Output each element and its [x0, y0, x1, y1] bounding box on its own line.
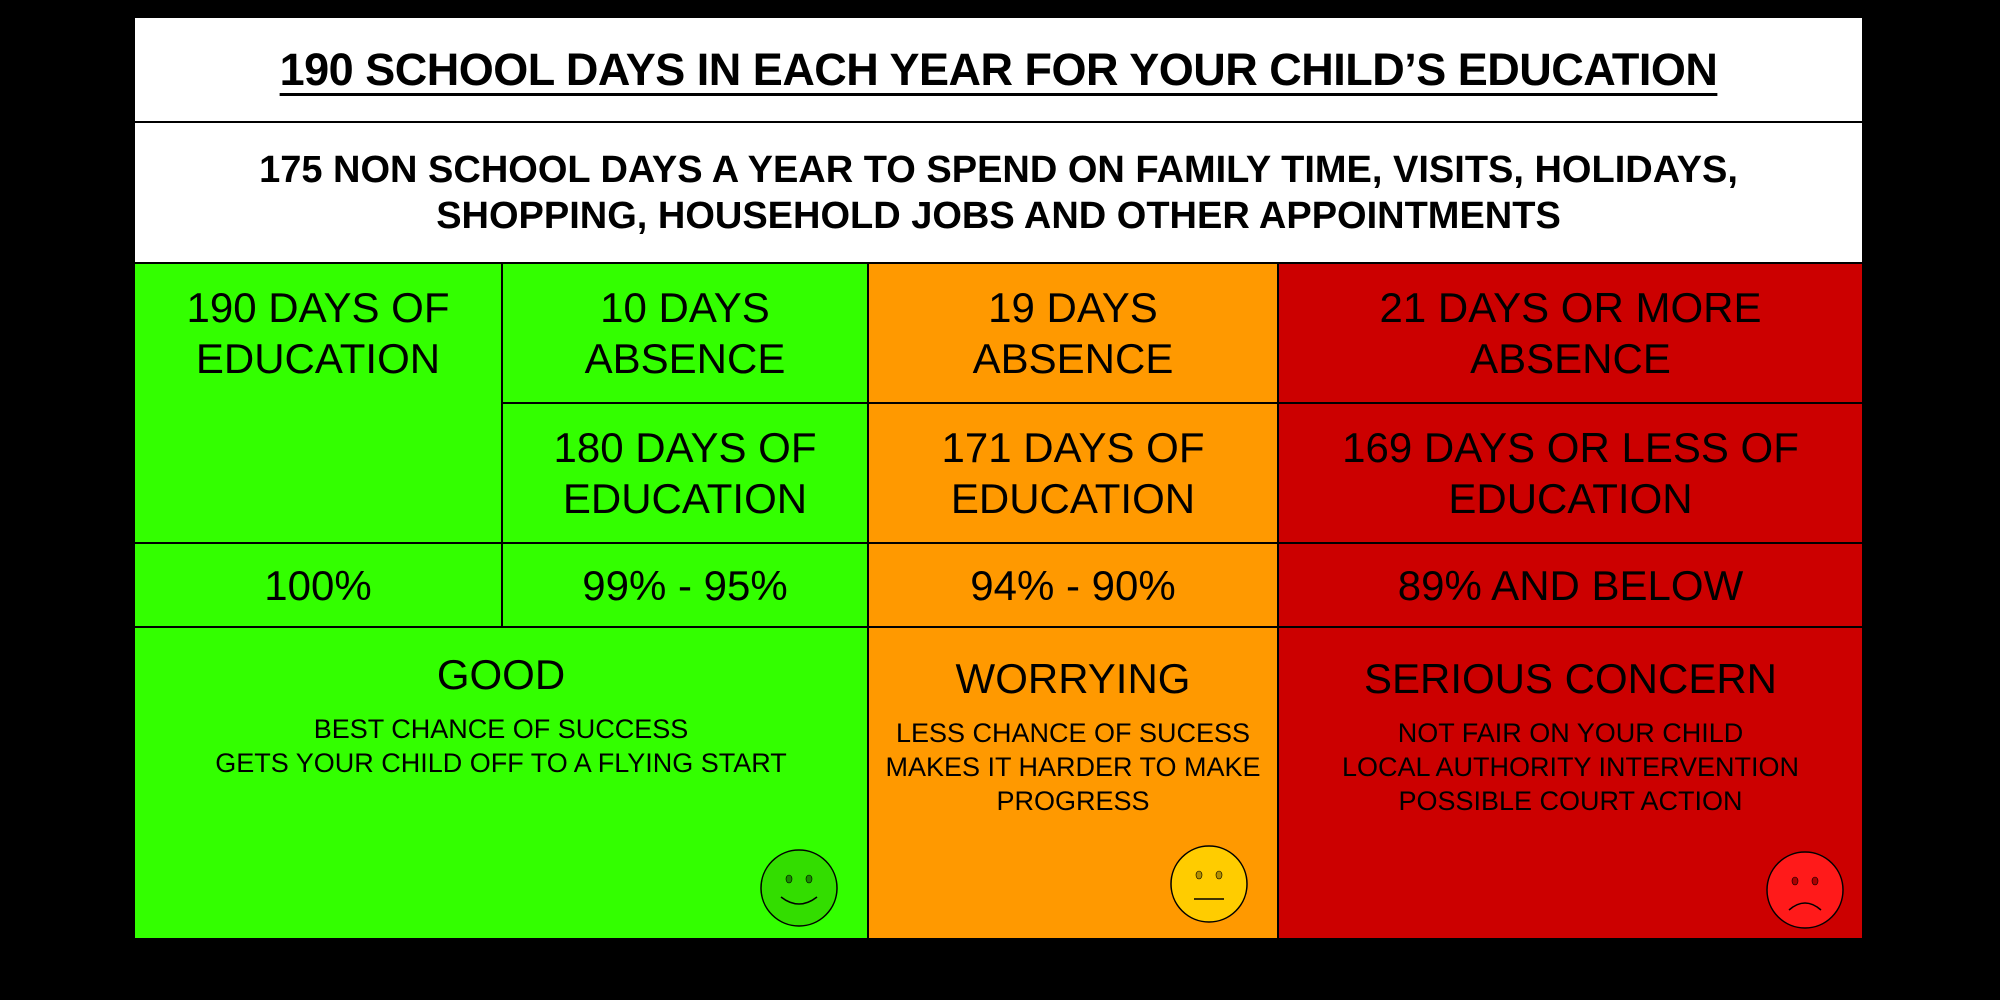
status-worrying-line: PROGRESS: [996, 786, 1150, 816]
one-eighty-days-label: 180 DAYS OF EDUCATION: [553, 424, 817, 522]
percent-label-94-90: 94% - 90%: [970, 561, 1176, 609]
ten-days-absence-label: 10 DAYS ABSENCE: [584, 284, 786, 382]
page-title: 190 SCHOOL DAYS IN EACH YEAR FOR YOUR CH…: [279, 43, 1718, 95]
happy-face-icon: [760, 849, 838, 927]
status-good-line: BEST CHANCE OF SUCCESS: [313, 714, 689, 744]
status-serious-description: NOT FAIR ON YOUR CHILD LOCAL AUTHORITY I…: [1279, 716, 1862, 818]
subtitle-banner: 175 NON SCHOOL DAYS A YEAR TO SPEND ON F…: [135, 123, 1862, 264]
status-good-heading: GOOD: [436, 651, 566, 698]
neutral-face-icon: [1170, 845, 1248, 923]
one-sixty-nine-days-cell: 169 DAYS OR LESS OF EDUCATION: [1279, 404, 1862, 544]
status-good-line: GETS YOUR CHILD OFF TO A FLYING START: [215, 748, 787, 778]
one-seventy-one-days-label: 171 DAYS OF EDUCATION: [941, 424, 1205, 522]
page-subtitle: 175 NON SCHOOL DAYS A YEAR TO SPEND ON F…: [259, 148, 1738, 237]
status-serious-line: NOT FAIR ON YOUR CHILD: [1397, 718, 1744, 748]
status-serious-line: POSSIBLE COURT ACTION: [1398, 786, 1743, 816]
twenty-one-days-absence-cell: 21 DAYS OR MORE ABSENCE: [1279, 264, 1862, 404]
status-good-description: BEST CHANCE OF SUCCESS GETS YOUR CHILD O…: [135, 712, 867, 780]
status-serious-panel: SERIOUS CONCERN NOT FAIR ON YOUR CHILD L…: [1279, 628, 1862, 938]
sad-face-icon: [1766, 851, 1844, 929]
status-serious-heading: SERIOUS CONCERN: [1363, 655, 1778, 702]
full-attendance-days-cell: 190 DAYS OF EDUCATION: [135, 264, 503, 544]
percent-cell-99-95: 99% - 95%: [503, 544, 869, 628]
one-seventy-one-days-cell: 171 DAYS OF EDUCATION: [869, 404, 1279, 544]
nineteen-days-absence-label: 19 DAYS ABSENCE: [972, 284, 1174, 382]
twenty-one-days-absence-label: 21 DAYS OR MORE ABSENCE: [1379, 284, 1762, 382]
nineteen-days-absence-cell: 19 DAYS ABSENCE: [869, 264, 1279, 404]
status-worrying-panel: WORRYING LESS CHANCE OF SUCESS MAKES IT …: [869, 628, 1279, 938]
full-attendance-days-label: 190 DAYS OF EDUCATION: [186, 284, 450, 382]
percent-cell-94-90: 94% - 90%: [869, 544, 1279, 628]
percent-label-99-95: 99% - 95%: [582, 561, 788, 609]
ten-days-absence-cell: 10 DAYS ABSENCE: [503, 264, 869, 404]
one-eighty-days-cell: 180 DAYS OF EDUCATION: [503, 404, 869, 544]
percent-cell-89-below: 89% AND BELOW: [1279, 544, 1862, 628]
status-worrying-description: LESS CHANCE OF SUCESS MAKES IT HARDER TO…: [869, 716, 1277, 818]
status-worrying-line: MAKES IT HARDER TO MAKE: [885, 752, 1261, 782]
status-good-panel: GOOD BEST CHANCE OF SUCCESS GETS YOUR CH…: [135, 628, 869, 938]
percent-cell-100: 100%: [135, 544, 503, 628]
one-sixty-nine-days-label: 169 DAYS OR LESS OF EDUCATION: [1342, 424, 1799, 522]
title-banner: 190 SCHOOL DAYS IN EACH YEAR FOR YOUR CH…: [135, 18, 1862, 123]
attendance-poster: 190 SCHOOL DAYS IN EACH YEAR FOR YOUR CH…: [135, 18, 1862, 938]
status-worrying-heading: WORRYING: [955, 655, 1191, 702]
status-serious-line: LOCAL AUTHORITY INTERVENTION: [1341, 752, 1800, 782]
percent-label-100: 100%: [264, 561, 372, 609]
status-worrying-line: LESS CHANCE OF SUCESS: [895, 718, 1251, 748]
percent-label-89-below: 89% AND BELOW: [1397, 561, 1744, 609]
